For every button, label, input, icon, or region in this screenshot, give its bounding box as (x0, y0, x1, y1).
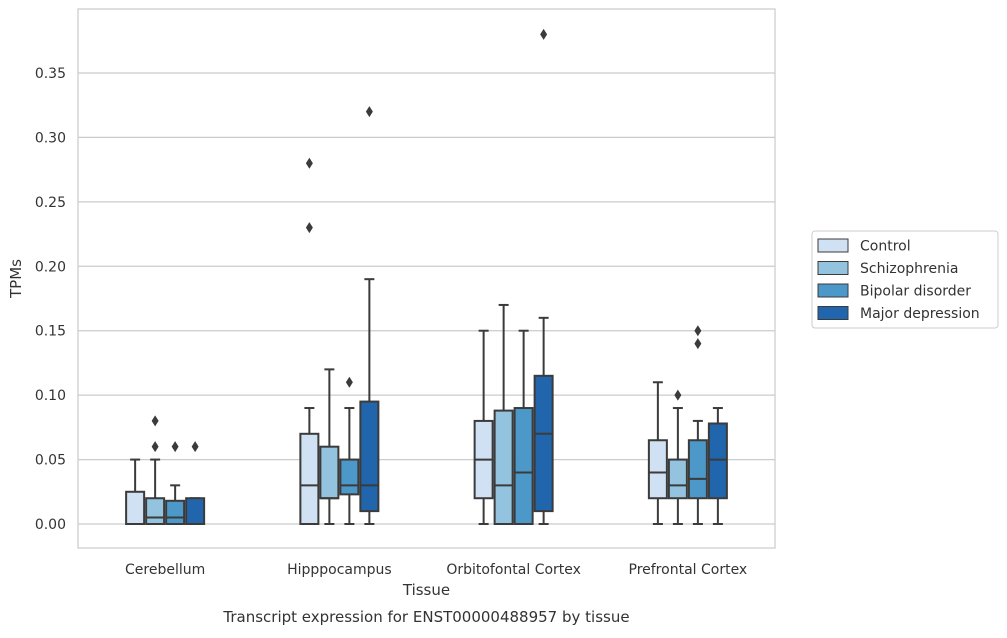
box-schizophrenia (145, 415, 166, 526)
box-schizophrenia (493, 303, 514, 525)
box-major-depression (533, 28, 554, 525)
y-tick-label: 0.20 (35, 259, 66, 275)
outlier-point (540, 28, 548, 40)
box-bipolar-disorder (339, 376, 360, 525)
y-tick-labels: 0.00 0.05 0.10 0.15 0.20 0.25 0.30 0.35 (35, 66, 66, 533)
legend-label: Control (860, 239, 911, 255)
outlier-point (305, 157, 313, 169)
y-tick-label: 0.30 (35, 130, 66, 146)
box-control (473, 329, 494, 525)
x-tick-label: Prefrontal Cortex (629, 562, 748, 578)
outlier-point (345, 376, 353, 388)
outlier-point (171, 441, 179, 453)
box-bipolar-disorder (513, 329, 534, 525)
outlier-point (694, 338, 702, 350)
box-major-depression (359, 106, 380, 525)
box-control (299, 157, 320, 525)
x-tick-label: Hipppocampus (287, 562, 392, 578)
outlier-point (305, 222, 313, 234)
box-iqr (533, 374, 554, 513)
box-iqr (687, 439, 708, 500)
outlier-point (365, 106, 373, 118)
box-schizophrenia (319, 368, 340, 525)
x-tick-label: Cerebellum (125, 562, 205, 578)
box-bipolar-disorder (165, 441, 186, 526)
legend-swatch (817, 306, 849, 320)
box-bipolar-disorder (687, 325, 708, 525)
outlier-point (694, 325, 702, 337)
box-iqr (707, 422, 728, 500)
box-iqr (299, 432, 320, 525)
box-control (647, 381, 668, 525)
legend-frame (811, 230, 999, 329)
x-tick-label: Orbitofontal Cortex (446, 562, 581, 578)
box-iqr (513, 407, 534, 525)
box-iqr (165, 499, 186, 526)
y-tick-label: 0.25 (35, 195, 66, 211)
x-axis-label: Tissue (402, 581, 450, 599)
box-major-depression (185, 441, 206, 526)
box-schizophrenia (667, 389, 688, 525)
legend-label: Major depression (860, 306, 980, 322)
box-iqr (145, 497, 166, 526)
box-series (125, 28, 728, 526)
legend-swatch (817, 238, 849, 253)
box-iqr (667, 458, 688, 500)
box-iqr (319, 445, 340, 500)
outlier-point (191, 441, 199, 453)
legend-swatch (817, 283, 849, 298)
y-tick-label: 0.05 (35, 453, 66, 469)
box-iqr (125, 490, 146, 525)
gridlines (78, 72, 775, 525)
y-axis-label: TPMs (7, 259, 25, 299)
box-iqr (647, 439, 668, 500)
y-tick-label: 0.35 (35, 66, 66, 82)
y-tick-label: 0.00 (35, 517, 66, 533)
box-control (125, 458, 146, 525)
legend-label: Bipolar disorder (860, 284, 971, 300)
legend-swatch (817, 261, 849, 275)
plot-frame (77, 8, 776, 549)
box-iqr (185, 497, 206, 526)
outlier-point (674, 389, 682, 401)
box-iqr (359, 400, 380, 513)
outlier-point (151, 441, 159, 453)
outlier-point (151, 415, 159, 427)
y-tick-label: 0.15 (35, 324, 66, 340)
legend-label: Schizophrenia (860, 261, 958, 277)
x-tick-labels: Cerebellum Hipppocampus Orbitofontal Corte… (125, 562, 747, 578)
box-major-depression (707, 407, 728, 525)
y-tick-label: 0.10 (35, 388, 66, 404)
box-iqr (339, 458, 360, 496)
box-iqr (493, 409, 514, 525)
legend: Control Schizophrenia Bipolar disorder Majo… (811, 230, 999, 329)
chart-caption: Transcript expression for ENST0000048895… (222, 608, 629, 626)
